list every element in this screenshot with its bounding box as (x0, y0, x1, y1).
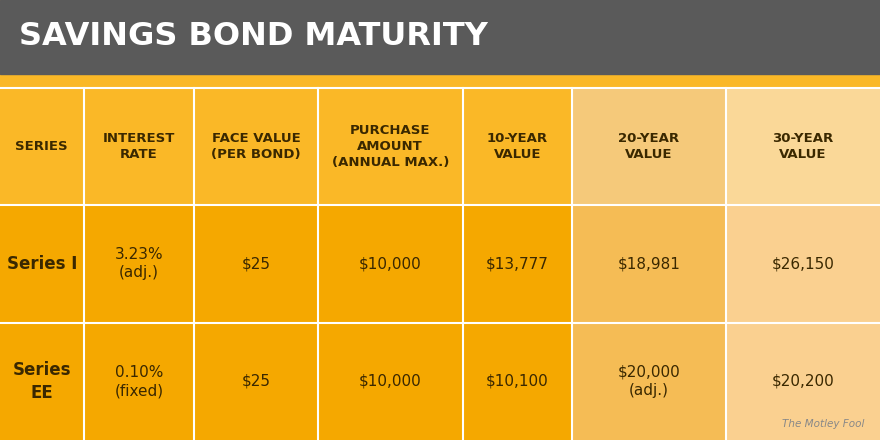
Text: 3.23%
(adj.): 3.23% (adj.) (114, 247, 164, 280)
Bar (84, 88, 194, 205)
Text: $25: $25 (242, 374, 270, 389)
Bar (194, 323, 318, 440)
Text: $25: $25 (242, 256, 270, 271)
Text: $10,100: $10,100 (486, 374, 549, 389)
Text: 0.10%
(fixed): 0.10% (fixed) (114, 365, 164, 398)
Text: Series
EE: Series EE (12, 361, 71, 402)
Bar (318, 323, 463, 440)
Bar (572, 205, 726, 323)
Text: $20,200: $20,200 (772, 374, 834, 389)
Bar (0, 88, 84, 205)
Text: PURCHASE
AMOUNT
(ANNUAL MAX.): PURCHASE AMOUNT (ANNUAL MAX.) (332, 124, 449, 169)
Text: $10,000: $10,000 (359, 256, 422, 271)
Bar (84, 323, 194, 440)
Text: The Motley Fool: The Motley Fool (781, 419, 864, 429)
Bar (194, 205, 318, 323)
Bar (463, 88, 572, 205)
Bar (0, 323, 84, 440)
Text: $20,000
(adj.): $20,000 (adj.) (618, 365, 680, 398)
Text: $13,777: $13,777 (486, 256, 549, 271)
Bar (572, 88, 726, 205)
Text: $18,981: $18,981 (618, 256, 680, 271)
Bar (726, 323, 880, 440)
Bar (572, 323, 726, 440)
Text: $26,150: $26,150 (772, 256, 834, 271)
Bar (84, 205, 194, 323)
Text: 10-YEAR
VALUE: 10-YEAR VALUE (487, 132, 548, 161)
Bar (318, 88, 463, 205)
Text: SAVINGS BOND MATURITY: SAVINGS BOND MATURITY (19, 22, 488, 52)
Bar (0, 205, 84, 323)
Text: 30-YEAR
VALUE: 30-YEAR VALUE (773, 132, 833, 161)
Bar (726, 205, 880, 323)
Bar (726, 88, 880, 205)
Text: $10,000: $10,000 (359, 374, 422, 389)
Bar (463, 323, 572, 440)
Bar (463, 205, 572, 323)
Bar (318, 205, 463, 323)
Text: FACE VALUE
(PER BOND): FACE VALUE (PER BOND) (211, 132, 301, 161)
Bar (0, 0, 880, 74)
Bar (194, 88, 318, 205)
Text: INTEREST
RATE: INTEREST RATE (103, 132, 175, 161)
Text: 20-YEAR
VALUE: 20-YEAR VALUE (619, 132, 679, 161)
Text: Series I: Series I (7, 255, 77, 272)
Text: SERIES: SERIES (16, 140, 68, 153)
